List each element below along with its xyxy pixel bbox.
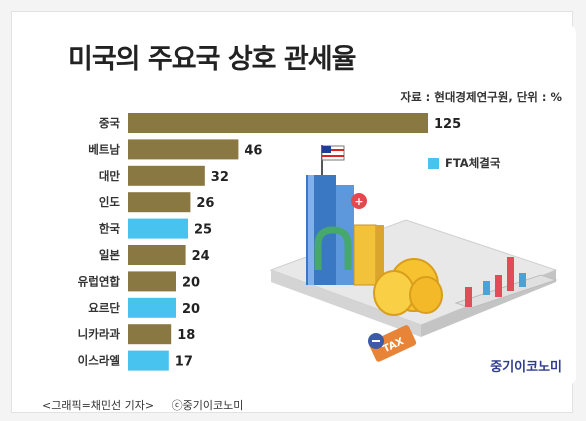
value-label: 46: [244, 143, 262, 158]
value-label: 18: [177, 328, 195, 343]
bar-regular: [128, 113, 428, 133]
value-label: 25: [194, 223, 212, 238]
value-label: 17: [175, 355, 193, 370]
category-label: 인도: [99, 195, 121, 209]
category-label: 한국: [99, 222, 121, 236]
category-label: 베트남: [88, 142, 120, 156]
bar-regular: [128, 271, 176, 292]
value-label: 32: [211, 170, 229, 185]
tariff-illustration: + TAX: [269, 145, 558, 362]
category-label: 대만: [99, 169, 121, 183]
bar-fta: [128, 350, 169, 371]
category-label: 중국: [99, 116, 121, 130]
bar-regular: [128, 165, 205, 186]
value-label: 24: [192, 249, 210, 264]
value-label: 26: [196, 196, 214, 211]
article-figure: 미국의 주요국 상호 관세율 자료 : 현대경제연구원, 단위 : % +: [11, 11, 576, 413]
legend-swatch-fta: [428, 157, 439, 169]
source-note: 자료 : 현대경제연구원, 단위 : %: [400, 90, 563, 104]
value-label: 20: [182, 302, 200, 317]
category-label: 니카라과: [78, 327, 121, 341]
figure-caption: <그래픽=채민선 기자> ⓒ중기이코노미: [42, 397, 257, 413]
bar-fta: [128, 297, 176, 318]
legend-label-fta: FTA체결국: [445, 156, 501, 170]
chart-legend: FTA체결국: [428, 155, 500, 171]
bar-regular: [128, 192, 191, 213]
bar-fta: [128, 218, 188, 239]
category-label: 요르단: [88, 301, 120, 315]
value-label: 20: [182, 275, 200, 290]
infographic-card: 미국의 주요국 상호 관세율 자료 : 현대경제연구원, 단위 : % +: [36, 25, 576, 385]
caption-copyright: ⓒ중기이코노미: [171, 399, 244, 412]
brand-watermark: 중기이코노미: [490, 360, 562, 375]
chart-title: 미국의 주요국 상호 관세율: [68, 44, 356, 75]
svg-text:+: +: [354, 195, 363, 208]
bar-regular: [128, 245, 186, 265]
category-label: 일본: [99, 248, 121, 262]
bar-chart: + TAX 중국 125 베트남 46 대만 32 인도: [78, 113, 558, 371]
value-label: 125: [434, 117, 461, 132]
bar-regular: [128, 139, 239, 160]
bar-regular: [128, 324, 172, 345]
caption-credit: <그래픽=채민선 기자>: [42, 399, 155, 412]
category-label: 이스라엘: [78, 354, 120, 368]
category-label: 유럽연합: [78, 274, 121, 288]
